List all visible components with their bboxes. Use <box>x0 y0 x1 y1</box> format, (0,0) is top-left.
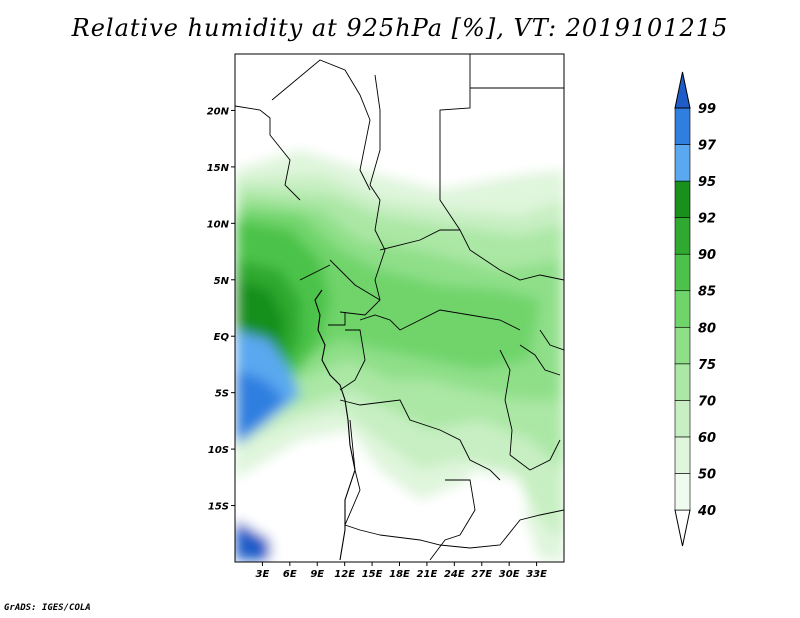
colorbar-label: 92 <box>698 212 716 227</box>
latitude-axis: 20N 15N 10N 5N EQ 5S 10S 15S <box>207 106 235 513</box>
colorbar-box <box>674 326 691 365</box>
colorbar-box <box>674 436 691 474</box>
colorbar-label: 40 <box>697 504 716 519</box>
lat-tick-label: 10N <box>207 219 230 230</box>
lon-tick-label: 33E <box>526 569 547 580</box>
colorbar-label: 60 <box>698 431 716 446</box>
colorbar-label: 90 <box>698 248 716 263</box>
lon-tick-label: 18E <box>389 569 410 580</box>
colorbar-box <box>674 107 691 145</box>
colorbar-box <box>674 290 691 328</box>
colorbar-label: 99 <box>698 102 716 117</box>
colorbar-box <box>674 363 691 401</box>
lat-tick-label: 5S <box>215 389 229 400</box>
colorbar-low-triangle <box>674 509 691 547</box>
lat-tick-label: 15S <box>208 502 229 513</box>
country-borders <box>235 54 564 561</box>
lat-tick-label: 20N <box>207 106 230 117</box>
lat-tick-label: 5N <box>214 276 230 287</box>
coastline <box>314 289 356 561</box>
lon-tick-label: 12E <box>334 569 355 580</box>
longitude-axis: 3E 6E 9E 12E 15E 18E 21E 24E 27E 30E 33E <box>256 562 547 580</box>
lon-tick-label: 30E <box>499 569 520 580</box>
lat-tick-label: 10S <box>208 445 229 456</box>
colorbar-label: 95 <box>698 175 716 190</box>
lat-tick-label: 15N <box>207 163 230 174</box>
colorbar-label: 85 <box>698 285 716 300</box>
colorbar-box <box>674 400 691 438</box>
colorbar-box <box>674 217 691 255</box>
colorbar-box <box>674 144 691 182</box>
colorbar-label: 50 <box>698 467 716 482</box>
colorbar-box <box>674 473 691 511</box>
lon-tick-label: 27E <box>471 569 492 580</box>
colorbar: 40 50 60 70 75 80 85 90 92 95 97 99 <box>674 71 717 547</box>
lon-tick-label: 9E <box>310 569 324 580</box>
colorbar-box <box>674 253 691 292</box>
lon-tick-label: 6E <box>283 569 297 580</box>
colorbar-high-triangle <box>674 71 691 109</box>
colorbar-label: 80 <box>698 321 716 336</box>
lon-tick-label: 21E <box>417 569 438 580</box>
footer-credit: GrADS: IGES/COLA <box>4 603 91 613</box>
lon-tick-label: 24E <box>444 569 465 580</box>
colorbar-label: 70 <box>698 394 716 409</box>
map-title: Relative humidity at 925hPa [%], VT: 201… <box>71 14 729 42</box>
lon-tick-label: 3E <box>256 569 270 580</box>
colorbar-box <box>674 180 691 218</box>
colorbar-label: 97 <box>698 139 717 154</box>
colorbar-label: 75 <box>698 358 716 373</box>
humidity-field <box>235 54 564 562</box>
lat-tick-label: EQ <box>214 332 230 343</box>
lon-tick-label: 15E <box>362 569 383 580</box>
